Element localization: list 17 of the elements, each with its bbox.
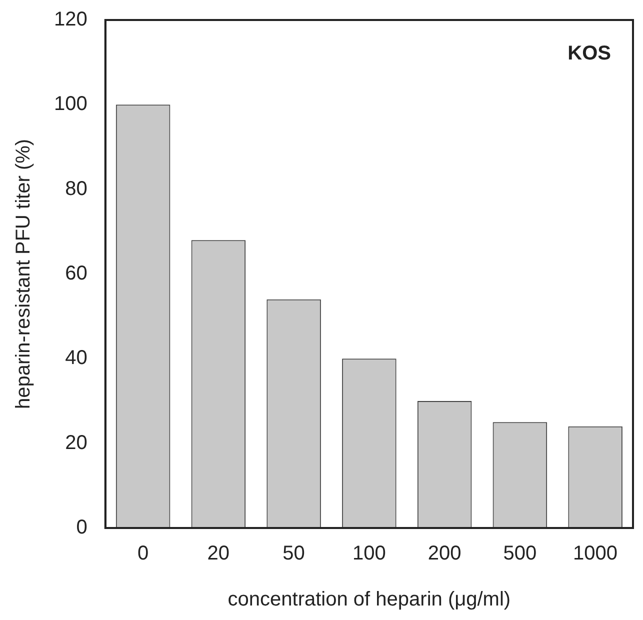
y-tick-label: 60 [65,262,88,285]
annotation: KOS [568,42,611,65]
x-tick-label: 1000 [573,542,618,565]
y-tick-label: 40 [65,347,88,370]
x-tick-label: 200 [428,542,462,565]
y-axis-title: heparin-resistant PFU titer (%) [12,138,35,410]
x-tick-label: 500 [503,542,537,565]
y-tick-label: 120 [54,8,88,31]
y-tick-label: 20 [65,432,88,454]
y-tick-label: 0 [76,516,88,539]
x-tick-label: 0 [137,542,149,565]
y-tick-label: 100 [54,93,88,116]
x-tick-label: 100 [352,542,386,565]
x-tick-label: 20 [207,542,230,565]
x-axis-title: concentration of heparin (μg/ml) [228,588,511,611]
x-tick-label: 50 [282,542,305,565]
y-tick-label: 80 [65,178,88,200]
